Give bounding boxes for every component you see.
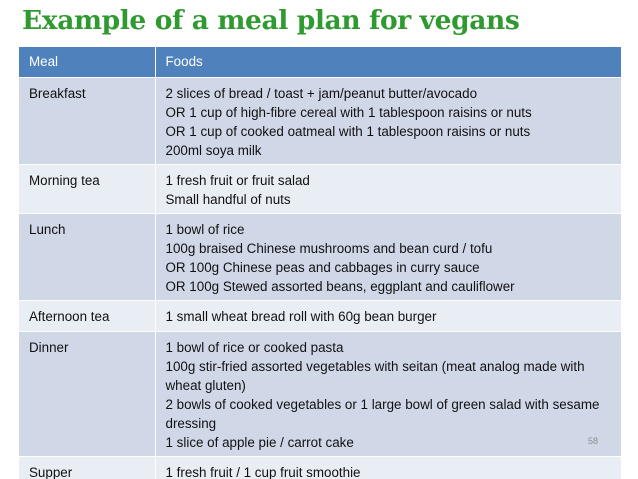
food-line: 100g stir-fried assorted vegetables with… <box>165 358 585 393</box>
food-line: 1 fresh fruit / 1 cup fruit smoothie <box>165 464 361 479</box>
food-line: OR 100g Stewed assorted beans, eggplant … <box>165 278 515 294</box>
slide-title: Example of a meal plan for vegans <box>22 5 520 36</box>
table-row-afternoon-tea: Afternoon tea 1 small wheat bread roll w… <box>19 299 621 331</box>
meal-cell: Dinner <box>19 330 156 456</box>
foods-cell: 1 bowl of rice 100g braised Chinese mush… <box>155 212 621 300</box>
food-line: 1 fresh fruit or fruit salad <box>165 172 310 188</box>
food-line: 2 slices of bread / toast + jam/peanut b… <box>165 85 478 101</box>
foods-cell: 1 small wheat bread roll with 60g bean b… <box>155 299 621 331</box>
table-header-row: Meal Foods <box>19 47 621 77</box>
meal-cell: Supper <box>19 455 156 479</box>
foods-cell: 1 fresh fruit / 1 cup fruit smoothie <box>155 455 621 479</box>
food-line: 2 bowls of cooked vegetables or 1 large … <box>165 396 600 431</box>
foods-cell: 1 fresh fruit or fruit salad Small handf… <box>155 163 621 213</box>
food-line: 200ml soya milk <box>165 142 262 158</box>
food-line: 1 slice of apple pie / carrot cake <box>165 434 354 450</box>
table-row-dinner: Dinner 1 bowl of rice or cooked pasta 10… <box>19 330 621 456</box>
page-number: 58 <box>588 436 599 446</box>
food-line: 100g braised Chinese mushrooms and bean … <box>165 240 493 256</box>
foods-cell: 2 slices of bread / toast + jam/peanut b… <box>155 76 621 164</box>
foods-cell: 1 bowl of rice or cooked pasta 100g stir… <box>155 330 621 456</box>
meal-cell: Lunch <box>19 212 156 300</box>
food-line: 1 bowl of rice <box>165 221 245 237</box>
table-row-supper: Supper 1 fresh fruit / 1 cup fruit smoot… <box>19 455 621 479</box>
meal-cell: Afternoon tea <box>19 299 156 331</box>
food-line: OR 100g Chinese peas and cabbages in cur… <box>165 259 480 275</box>
meal-plan-table: Meal Foods Breakfast 2 slices of bread /… <box>19 47 621 479</box>
meal-cell: Breakfast <box>19 76 156 164</box>
food-line: OR 1 cup of high-fibre cereal with 1 tab… <box>165 104 532 120</box>
table-row-morning-tea: Morning tea 1 fresh fruit or fruit salad… <box>19 163 621 213</box>
food-line: 1 small wheat bread roll with 60g bean b… <box>165 308 437 324</box>
table-row-lunch: Lunch 1 bowl of rice 100g braised Chines… <box>19 212 621 300</box>
meal-cell: Morning tea <box>19 163 156 213</box>
column-header-meal: Meal <box>19 47 156 77</box>
food-line: 1 bowl of rice or cooked pasta <box>165 339 344 355</box>
food-line: Small handful of nuts <box>165 191 291 207</box>
column-header-foods: Foods <box>155 47 621 77</box>
table-row-breakfast: Breakfast 2 slices of bread / toast + ja… <box>19 76 621 164</box>
food-line: OR 1 cup of cooked oatmeal with 1 tables… <box>165 123 531 139</box>
